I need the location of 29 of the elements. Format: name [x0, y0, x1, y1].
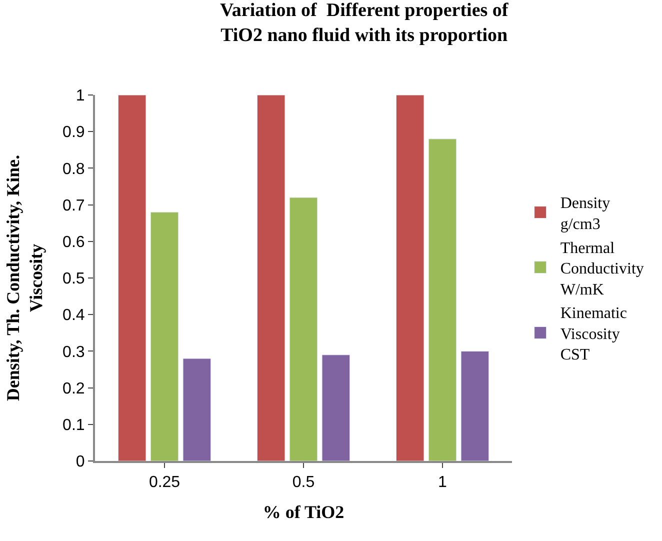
y-tick-label: 0.4: [62, 307, 85, 324]
x-tick-label: 0.25: [148, 474, 180, 492]
x-tick-label: 1: [438, 474, 448, 492]
y-tick-label: 1: [76, 88, 85, 105]
y-tick-label: 0.6: [62, 234, 85, 251]
bar: [460, 350, 490, 461]
bar: [118, 95, 146, 461]
y-tick-label: 0.8: [62, 160, 85, 178]
x-axis-title: % of TiO2: [262, 502, 344, 522]
bar: [256, 95, 286, 461]
y-tick-label: 0.2: [62, 380, 85, 398]
y-tick-label: 0.3: [62, 344, 85, 361]
y-tick-label: 0: [76, 454, 85, 471]
bar: [428, 138, 457, 461]
x-tick-label: 0.5: [292, 474, 315, 492]
legend-label: Kinematic Viscosity CST: [560, 305, 627, 364]
bar: [150, 212, 179, 461]
y-axis-title: Density, Th. Conductivity, Kine. Viscosity: [2, 154, 46, 402]
bar: [396, 95, 424, 461]
legend-label: Density g/cm3: [560, 195, 610, 233]
y-tick-label: 0.7: [62, 197, 85, 214]
y-tick-label: 0.9: [62, 124, 85, 142]
bar: [322, 354, 350, 461]
chart-title: Variation of Different properties of TiO2 nano fluid with its proportion: [220, 0, 509, 46]
legend-label: Thermal Conductivity W/mK: [560, 240, 644, 298]
y-tick-label: 0.5: [62, 270, 85, 288]
y-tick-label: 0.1: [62, 417, 85, 434]
bar: [182, 358, 212, 461]
bar: [289, 197, 318, 461]
